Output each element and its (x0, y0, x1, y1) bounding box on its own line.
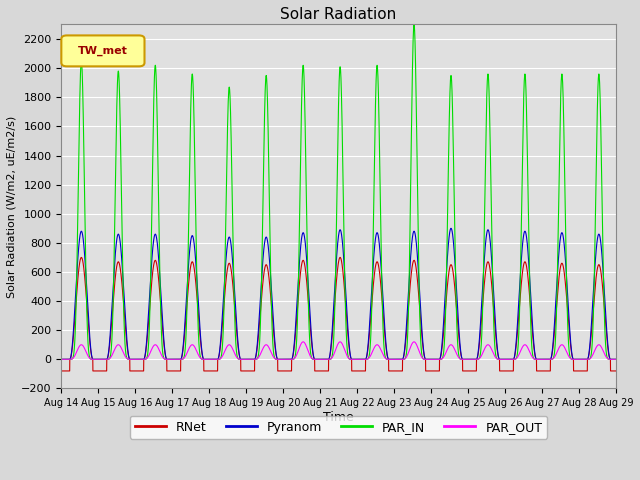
RNet (318, 368, 326, 374)
PAR_OUT (318, 357, 326, 362)
Pyranom (612, 357, 620, 362)
Line: PAR_IN: PAR_IN (61, 24, 616, 360)
Line: Pyranom: Pyranom (61, 228, 616, 360)
PAR_IN (463, 357, 471, 362)
PAR_IN (410, 22, 418, 27)
Y-axis label: Solar Radiation (W/m2, uE/m2/s): Solar Radiation (W/m2, uE/m2/s) (7, 115, 17, 298)
PAR_OUT (157, 351, 164, 357)
Pyranom (495, 353, 502, 359)
Pyranom (58, 357, 65, 362)
Line: PAR_OUT: PAR_OUT (61, 342, 616, 360)
X-axis label: Time: Time (323, 411, 354, 424)
RNet (433, 368, 440, 374)
RNet (495, 354, 502, 360)
PAR_IN (58, 357, 65, 362)
PAR_IN (157, 316, 164, 322)
Title: Solar Radiation: Solar Radiation (280, 7, 397, 22)
PAR_OUT (612, 357, 620, 362)
PAR_IN (611, 357, 619, 362)
RNet (611, 368, 619, 374)
Pyranom (432, 357, 440, 362)
PAR_OUT (495, 356, 502, 362)
Legend: RNet, Pyranom, PAR_IN, PAR_OUT: RNet, Pyranom, PAR_IN, PAR_OUT (130, 416, 547, 439)
PAR_IN (612, 357, 620, 362)
FancyBboxPatch shape (61, 36, 145, 66)
Pyranom (318, 357, 326, 362)
Pyranom (157, 292, 164, 298)
RNet (157, 307, 165, 313)
Pyranom (463, 357, 471, 362)
PAR_IN (318, 357, 326, 362)
Line: RNet: RNet (61, 257, 616, 371)
RNet (612, 368, 620, 374)
PAR_OUT (410, 339, 418, 345)
PAR_IN (495, 357, 502, 362)
RNet (58, 368, 65, 374)
PAR_OUT (58, 357, 65, 362)
PAR_IN (433, 357, 440, 362)
Pyranom (611, 357, 619, 362)
PAR_OUT (433, 357, 440, 362)
PAR_OUT (611, 357, 619, 362)
PAR_OUT (463, 357, 471, 362)
RNet (463, 368, 471, 374)
Pyranom (447, 226, 455, 231)
RNet (77, 254, 85, 260)
Text: TW_met: TW_met (78, 46, 128, 56)
